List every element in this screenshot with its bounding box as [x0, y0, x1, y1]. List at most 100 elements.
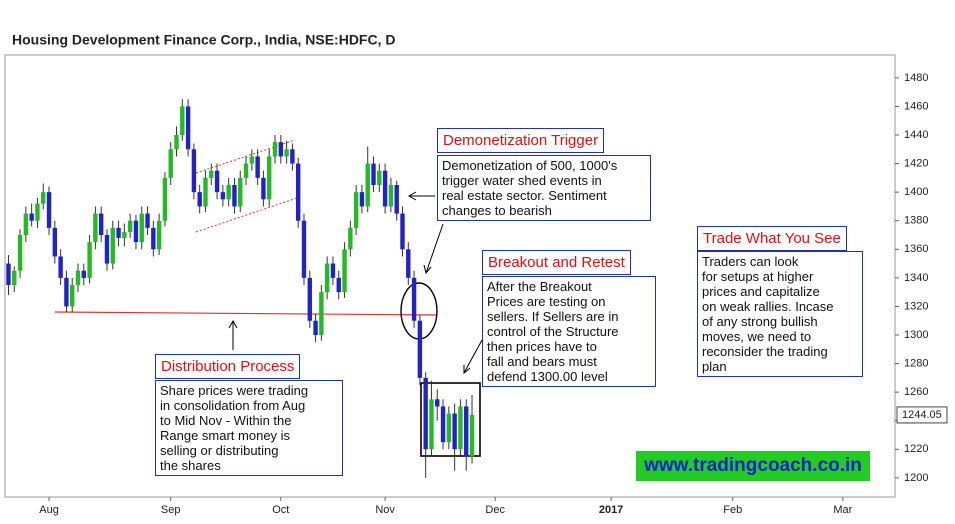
retest-box [420, 382, 481, 457]
candle-body [336, 277, 341, 293]
candle-body [81, 270, 87, 278]
candle-body [226, 185, 231, 200]
candle-body [12, 270, 17, 285]
channel-line [195, 196, 301, 233]
candle-body [278, 142, 284, 157]
annotation-title: Demonetization Trigger [437, 128, 605, 153]
candle-body [272, 142, 278, 157]
candle-body [122, 232, 127, 238]
candle-body [139, 213, 144, 243]
annotation-line: control of the Structure [487, 324, 619, 339]
candle-body [452, 413, 457, 450]
candle-body [168, 149, 173, 178]
plot-frame [4, 54, 896, 498]
candle-body [87, 242, 92, 278]
annotation-line: fall and bears must [487, 354, 597, 369]
annotation-line: on weak rallies. Incase [702, 299, 834, 314]
y-tick-label: 1480 [904, 72, 928, 84]
candle-body [174, 135, 179, 150]
annotation-title: Trade What You See [697, 226, 847, 251]
annotation-line: the shares [160, 458, 221, 473]
candle-body [307, 277, 312, 321]
candle-body [440, 406, 446, 443]
y-tick-label: 1440 [904, 129, 928, 141]
candle-body [243, 163, 249, 178]
annotation-line: defend 1300.00 level [487, 369, 608, 384]
annotation-line: sellers. If Sellers are in [487, 309, 619, 324]
annotation-line: plan [702, 359, 727, 374]
y-tick-label: 1340 [904, 272, 928, 284]
candle-body [400, 213, 405, 250]
candle-body [151, 227, 156, 250]
chart-title: Housing Development Finance Corp., India… [12, 32, 395, 48]
annotation-line: selling or distributing [160, 443, 279, 458]
candle-body [197, 192, 202, 207]
candle-body [75, 270, 81, 285]
y-tick-label: 1300 [904, 329, 928, 341]
y-tick-label: 1400 [904, 186, 928, 198]
candle-body [6, 263, 11, 285]
annotation-line: changes to bearish [442, 203, 552, 218]
candle-body [382, 170, 388, 207]
y-tick-label: 1320 [904, 300, 928, 312]
candle-body [98, 213, 104, 235]
candle-body [70, 285, 75, 307]
candle-body [301, 220, 307, 278]
y-tick-label: 1260 [904, 386, 928, 398]
support-line [54, 311, 437, 316]
candle-body [330, 263, 336, 278]
candle-body [267, 156, 272, 200]
candle-body [417, 320, 423, 378]
candle-body [104, 235, 110, 264]
y-tick-label: 1360 [904, 243, 928, 255]
candle-body [261, 177, 266, 200]
candle-body [156, 220, 162, 250]
x-tick-label: Oct [272, 504, 289, 516]
candle-body [133, 220, 139, 243]
candle-body [191, 149, 197, 193]
candle-body [255, 156, 260, 178]
candle-body [209, 170, 214, 178]
candle-body [185, 106, 191, 150]
candle-body [214, 170, 220, 193]
candle-body [180, 106, 185, 135]
annotation-line: reconsider the trading [702, 344, 828, 359]
annotation-box: Demonetization of 500, 1000's trigger wat… [437, 155, 651, 221]
x-tick-label: Feb [723, 504, 742, 516]
candle-body [17, 235, 23, 271]
candle-body [232, 185, 237, 207]
annotation-line: moves, we need to [702, 329, 812, 344]
x-tick-label: Dec [485, 504, 505, 516]
candle-body [249, 156, 255, 164]
annotation-box: Traders can look for setups at higher pric… [697, 251, 863, 377]
y-tick-label: 1220 [904, 443, 928, 455]
candle-body [446, 413, 452, 443]
x-tick-label: Aug [39, 504, 59, 516]
annotation-line: Range smart money is [160, 428, 291, 443]
candle-body [458, 406, 463, 450]
annotation-line: real estate sector. Sentiment [442, 188, 607, 203]
candle-body [23, 213, 29, 235]
candle-body [406, 249, 411, 278]
candle-body [29, 213, 34, 221]
price-tag-label: 1244.05 [902, 409, 942, 421]
annotation-line: Traders can look [702, 254, 799, 269]
candle-body [388, 185, 394, 207]
candle-body [127, 220, 133, 233]
y-tick-label: 1280 [904, 357, 928, 369]
candle-body [371, 163, 376, 185]
annotation-line: of any strong bullish [702, 314, 818, 329]
channel-line [195, 139, 296, 174]
candle-body [319, 292, 324, 335]
x-tick-label: Mar [833, 504, 852, 516]
candle-body [324, 263, 330, 293]
x-tick-label: 2017 [599, 504, 623, 516]
annotation-line: Prices are testing on [487, 294, 606, 309]
candle-body [46, 192, 52, 228]
candle-body [203, 177, 208, 207]
annotation-line: to Mid Nov - Within the [160, 413, 292, 428]
candle-body [435, 399, 440, 407]
y-tick-label: 1460 [904, 100, 928, 112]
candle-body [41, 192, 46, 204]
